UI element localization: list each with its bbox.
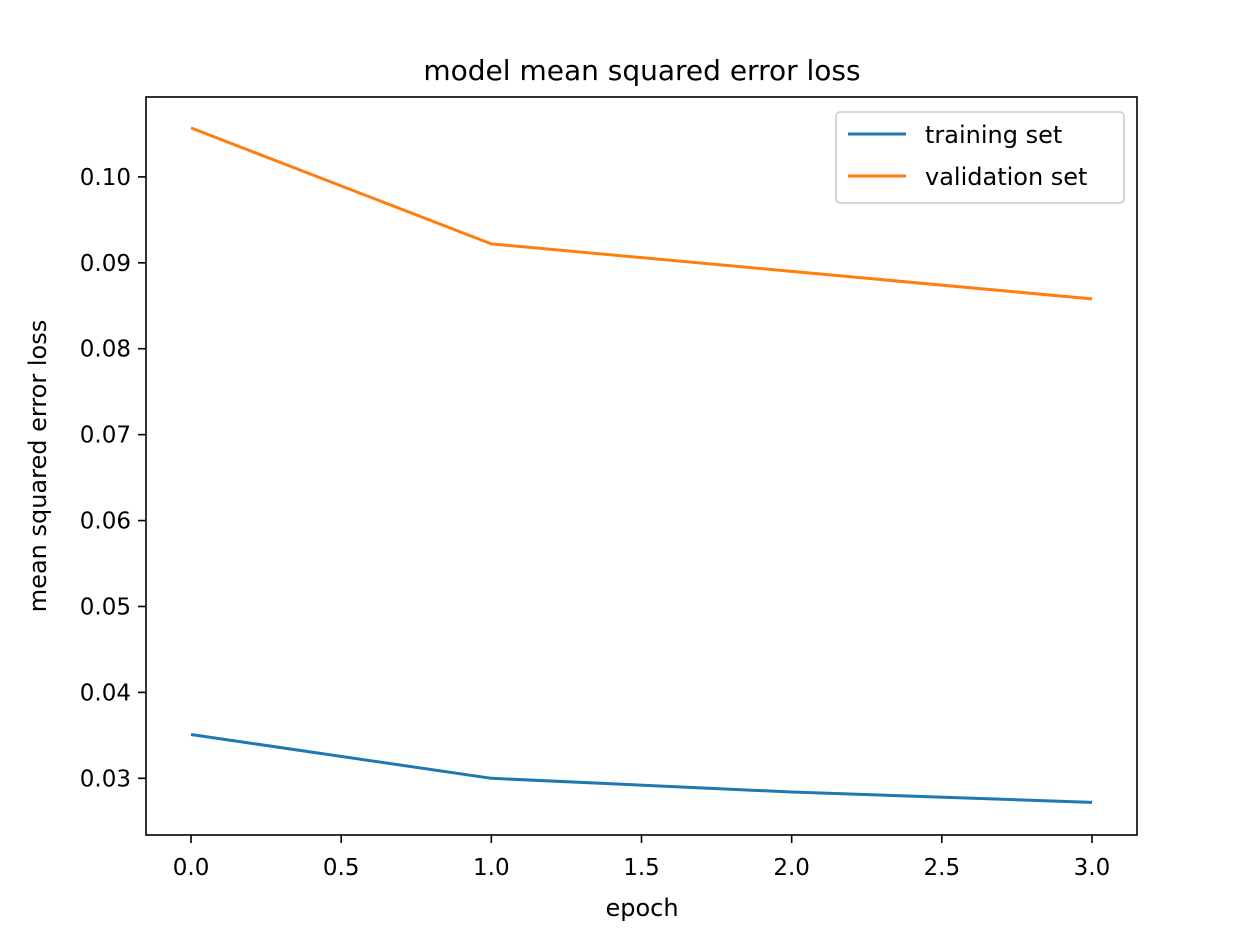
y-tick-label: 0.06 <box>80 509 131 535</box>
legend-box <box>835 111 1125 204</box>
axes-frame <box>145 96 1138 836</box>
series-line-validation-set <box>190 126 1093 301</box>
x-tick-label: 0.0 <box>173 855 210 881</box>
x-tick-label: 0.5 <box>323 855 360 881</box>
y-tick-label: 0.07 <box>80 423 131 449</box>
x-tick-label: 1.0 <box>473 855 510 881</box>
x-axis-label: epoch <box>605 894 678 922</box>
chart-title: model mean squared error loss <box>423 54 860 87</box>
x-tick-label: 2.0 <box>773 855 810 881</box>
x-tick-label: 1.5 <box>623 855 660 881</box>
legend-label: validation set <box>925 163 1087 191</box>
y-tick-label: 0.03 <box>80 766 131 792</box>
y-tick-label: 0.09 <box>80 251 131 277</box>
y-axis-label: mean squared error loss <box>24 320 52 612</box>
plot-area: 0.0 0.5 1.0 1.5 2.0 2.5 3.0 0.03 0.04 0.05 0.06 0.0… <box>80 96 1138 881</box>
series-line-training-set <box>190 733 1093 804</box>
x-tick-label: 3.0 <box>1074 855 1111 881</box>
x-tick-label: 2.5 <box>924 855 961 881</box>
y-tick-label: 0.10 <box>80 165 131 191</box>
legend: training set validation set <box>835 111 1125 204</box>
y-tick-label: 0.04 <box>80 680 131 706</box>
y-tick-label: 0.08 <box>80 337 131 363</box>
legend-label: training set <box>925 121 1062 149</box>
y-tick-label: 0.05 <box>80 594 131 620</box>
